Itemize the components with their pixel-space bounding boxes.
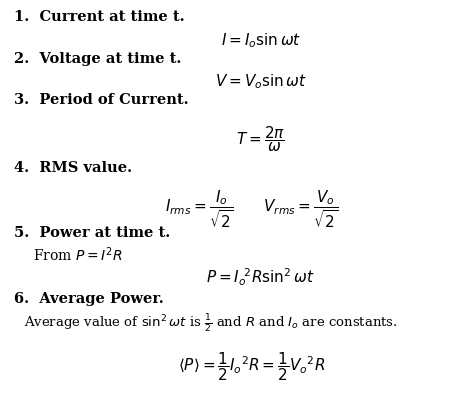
Text: 5.  Power at time t.: 5. Power at time t. [14,225,171,239]
Text: 6.  Average Power.: 6. Average Power. [14,291,164,305]
Text: 2.  Voltage at time t.: 2. Voltage at time t. [14,52,182,66]
Text: $I = I_o \sin \omega t$: $I = I_o \sin \omega t$ [220,31,301,50]
Text: $T = \dfrac{2\pi}{\omega}$: $T = \dfrac{2\pi}{\omega}$ [236,124,285,154]
Text: Average value of $\sin^2 \omega t$ is $\frac{1}{2}$ and $R$ and $I_o$ are consta: Average value of $\sin^2 \omega t$ is $\… [24,312,398,334]
Text: 1.  Current at time t.: 1. Current at time t. [14,10,185,24]
Text: 4.  RMS value.: 4. RMS value. [14,161,132,175]
Text: $P = I_o{}^{\!2} R \sin^2 \omega t$: $P = I_o{}^{\!2} R \sin^2 \omega t$ [206,266,315,288]
Text: $\langle P \rangle = \dfrac{1}{2} I_o{}^2 R = \dfrac{1}{2} V_o{}^2 R$: $\langle P \rangle = \dfrac{1}{2} I_o{}^… [178,349,325,382]
Text: 3.  Period of Current.: 3. Period of Current. [14,93,189,107]
Text: $V = V_o \sin \omega t$: $V = V_o \sin \omega t$ [215,72,307,91]
Text: From $P = I^2R$: From $P = I^2R$ [33,244,123,263]
Text: $I_{rms} = \dfrac{I_o}{\sqrt{2}} \qquad V_{rms} = \dfrac{V_o}{\sqrt{2}}$: $I_{rms} = \dfrac{I_o}{\sqrt{2}} \qquad … [164,188,338,229]
